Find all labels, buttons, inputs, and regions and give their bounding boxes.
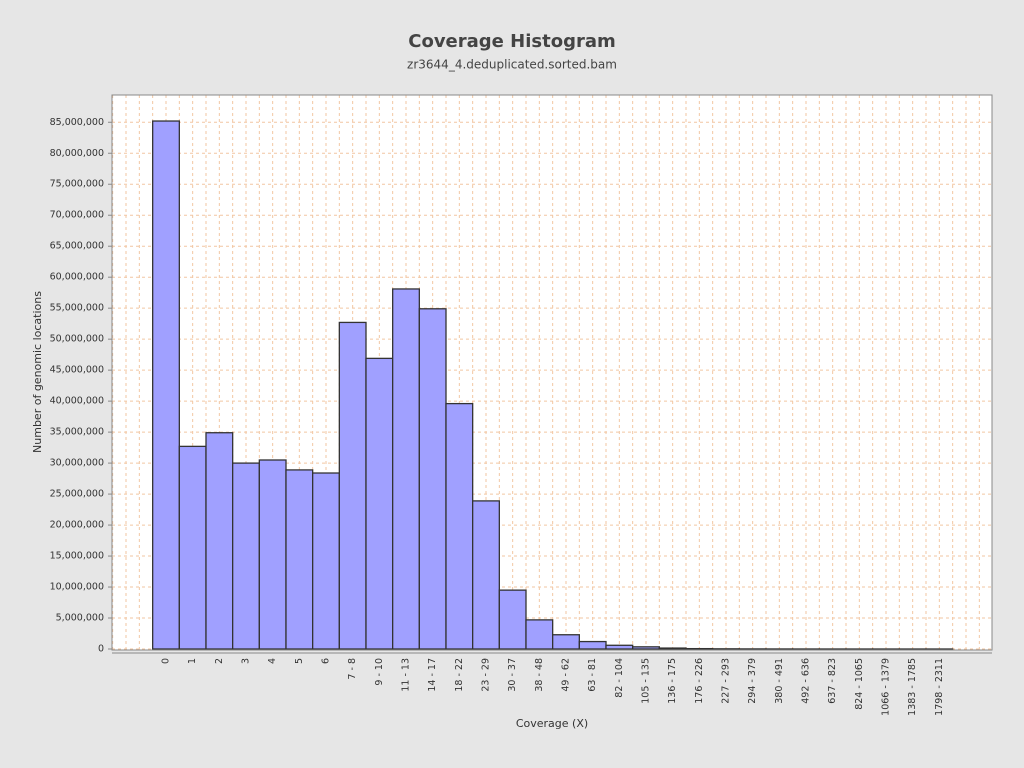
bar bbox=[445, 402, 474, 650]
x-tick-label: 1383 - 1785 bbox=[907, 658, 918, 716]
x-tick-label: 1 bbox=[187, 658, 198, 664]
bar bbox=[472, 500, 500, 650]
x-tick-label: 637 - 823 bbox=[827, 658, 838, 704]
y-tick-label: 20,000,000 bbox=[50, 520, 104, 531]
y-tick-label: 45,000,000 bbox=[50, 365, 104, 376]
y-tick-label: 25,000,000 bbox=[50, 489, 104, 500]
y-tick-label: 75,000,000 bbox=[50, 179, 104, 190]
y-tick-label: 80,000,000 bbox=[50, 148, 104, 159]
bar bbox=[312, 472, 340, 650]
x-tick-label: 136 - 175 bbox=[667, 658, 678, 704]
bar bbox=[338, 321, 367, 650]
y-tick-label: 60,000,000 bbox=[50, 272, 104, 283]
x-axis-label: Coverage (X) bbox=[516, 717, 588, 730]
y-tick-label: 35,000,000 bbox=[50, 427, 104, 438]
x-tick-label: 1798 - 2311 bbox=[934, 658, 945, 716]
bar bbox=[232, 462, 260, 650]
y-tick-label: 50,000,000 bbox=[50, 334, 104, 345]
bar bbox=[498, 589, 527, 650]
bar bbox=[418, 308, 447, 650]
y-axis-label: Number of genomic locations bbox=[31, 291, 44, 453]
x-tick-label: 1066 - 1379 bbox=[881, 658, 892, 716]
x-tick-label: 824 - 1065 bbox=[854, 658, 865, 710]
bar bbox=[205, 432, 234, 650]
x-tick-label: 9 - 10 bbox=[374, 658, 385, 686]
x-tick-label: 14 - 17 bbox=[427, 658, 438, 692]
bar bbox=[365, 357, 394, 650]
y-tick-label: 10,000,000 bbox=[50, 582, 104, 593]
x-tick-label: 4 bbox=[267, 658, 278, 664]
x-tick-label: 492 - 636 bbox=[801, 658, 812, 704]
y-tick-label: 0 bbox=[98, 644, 104, 655]
x-tick-label: 7 - 8 bbox=[347, 658, 358, 680]
x-tick-label: 11 - 13 bbox=[401, 658, 412, 692]
x-tick-label: 2 bbox=[214, 658, 225, 664]
x-tick-label: 38 - 48 bbox=[534, 658, 545, 692]
y-tick-label: 65,000,000 bbox=[50, 241, 104, 252]
bar bbox=[552, 634, 580, 650]
bar bbox=[632, 646, 660, 650]
y-tick-label: 70,000,000 bbox=[50, 210, 104, 221]
chart-title: Coverage Histogram bbox=[408, 31, 615, 52]
bar bbox=[605, 644, 634, 650]
bar bbox=[525, 619, 554, 650]
y-tick-label: 30,000,000 bbox=[50, 458, 104, 469]
x-tick-label: 176 - 226 bbox=[694, 658, 705, 704]
y-tick-label: 40,000,000 bbox=[50, 396, 104, 407]
bar bbox=[152, 120, 180, 650]
y-tick-label: 15,000,000 bbox=[50, 551, 104, 562]
bar bbox=[392, 288, 420, 650]
x-tick-label: 5 bbox=[294, 658, 305, 664]
x-tick-label: 3 bbox=[241, 658, 252, 664]
x-tick-label: 105 - 135 bbox=[641, 658, 652, 704]
x-tick-label: 0 bbox=[161, 658, 172, 664]
bar bbox=[258, 459, 287, 650]
chart-subtitle: zr3644_4.deduplicated.sorted.bam bbox=[407, 58, 617, 72]
bar bbox=[285, 469, 314, 650]
y-tick-label: 5,000,000 bbox=[56, 613, 104, 624]
x-tick-label: 6 bbox=[321, 658, 332, 664]
x-tick-label: 23 - 29 bbox=[481, 658, 492, 692]
x-tick-label: 18 - 22 bbox=[454, 658, 465, 692]
x-tick-label: 82 - 104 bbox=[614, 658, 625, 698]
bar bbox=[578, 640, 607, 650]
bar bbox=[178, 445, 207, 650]
bar bbox=[658, 647, 687, 650]
x-tick-label: 380 - 491 bbox=[774, 658, 785, 704]
x-tick-label: 49 - 62 bbox=[561, 658, 572, 692]
x-tick-label: 30 - 37 bbox=[507, 658, 518, 692]
x-tick-label: 63 - 81 bbox=[587, 658, 598, 692]
x-tick-label: 227 - 293 bbox=[721, 658, 732, 704]
y-tick-label: 55,000,000 bbox=[50, 303, 104, 314]
y-tick-label: 85,000,000 bbox=[50, 117, 104, 128]
x-tick-label: 294 - 379 bbox=[747, 658, 758, 704]
plot-border bbox=[111, 94, 993, 651]
